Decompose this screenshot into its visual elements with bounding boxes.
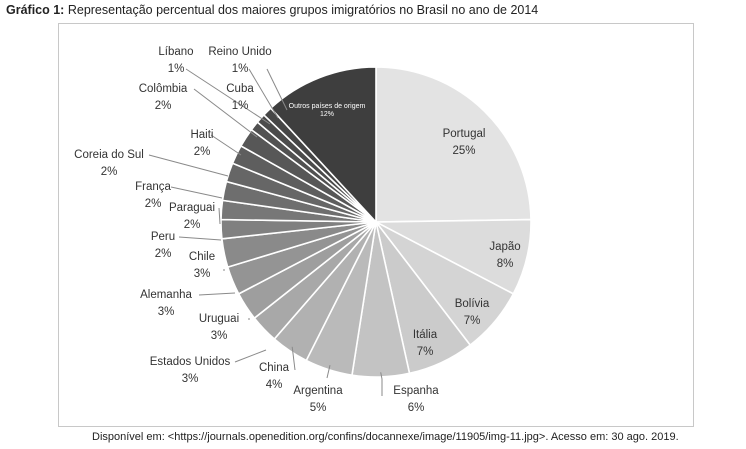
slice-value-chile: 3% [194,268,211,280]
slice-value-estados-unidos: 3% [182,373,199,385]
slice-value-coreia-do-sul: 2% [101,166,118,178]
leader-line-alemanha [198,292,236,296]
slice-value-cuba: 1% [232,100,249,112]
slice-value-portugal: 25% [452,145,475,157]
leader-line-colombia [193,88,258,138]
pie-chart: Portugal 25% Japão 8% Bolívia 7% Itália 7% Espan… [74,46,532,414]
leader-line-china [291,346,296,371]
slice-label-portugal: Portugal [443,128,486,140]
leader-line-haiti [210,134,242,156]
slice-value-peru: 2% [155,248,172,260]
slice-label-haiti: Haiti [190,129,213,141]
caption-prefix: Gráfico 1: [6,3,65,17]
slice-value-espanha: 6% [408,402,425,414]
slice-label-bolivia: Bolívia [455,298,490,310]
chart-frame: Portugal 25% Japão 8% Bolívia 7% Itália 7% Espan… [58,23,694,427]
leader-line-reino-unido [248,68,279,119]
slice-value-reino-unido: 1% [232,63,249,75]
leader-lines [148,68,383,396]
slice-value-argentina: 5% [310,402,327,414]
slice-label-outros-paises-de-origem: Outros países de origem [289,103,366,110]
slice-label-cuba: Cuba [226,83,254,95]
leader-line-cuba [266,68,288,111]
slice-value-japao: 8% [497,258,514,270]
pie-slices [220,66,532,378]
source-note: Disponível em: <https://journals.openedi… [92,431,679,443]
leader-line-libano [185,68,271,125]
slice-label-italia: Itália [413,329,438,341]
slice-label-alemanha: Alemanha [140,289,192,301]
leader-line-estados-unidos [234,349,267,363]
leader-line-franca [170,186,223,199]
slice-label-china: China [259,362,290,374]
slice-value-uruguai: 3% [211,330,228,342]
leader-line-paraguai [218,207,221,225]
slice-value-bolivia: 7% [464,315,481,327]
leader-line-coreia-do-sul [148,154,229,177]
caption-text: Representação percentual dos maiores gru… [67,3,539,17]
slice-label-reino-unido: Reino Unido [208,46,271,58]
pie-slice-portugal [375,66,532,223]
slice-value-paraguai: 2% [184,219,201,231]
slice-labels: Portugal 25% Japão 8% Bolívia 7% Itália 7% Espan… [74,46,521,414]
slice-value-haiti: 2% [194,146,211,158]
slice-label-colombia: Colômbia [139,83,188,95]
slice-value-colombia: 2% [155,100,172,112]
leader-line-espanha [380,372,383,396]
slice-label-franca: França [135,181,171,193]
slice-value-china: 4% [266,379,283,391]
figure-caption: Gráfico 1: Representação percentual dos … [6,3,538,17]
slice-label-espanha: Espanha [393,385,439,397]
slice-value-italia: 7% [417,346,434,358]
slice-label-argentina: Argentina [293,385,343,397]
slice-label-estados-unidos: Estados Unidos [150,356,231,368]
slice-label-japao: Japão [489,241,520,253]
slice-value-libano: 1% [168,63,185,75]
slice-value-alemanha: 3% [158,306,175,318]
slice-value-outros-paises-de-origem: 12% [320,111,334,118]
slice-label-chile: Chile [189,251,215,263]
slice-label-libano: Líbano [158,46,193,58]
leader-line-argentina [326,364,331,379]
leader-line-peru [178,236,222,241]
slice-value-franca: 2% [145,198,162,210]
pie-slice-outros-paises-de-origem [269,66,377,225]
slice-label-peru: Peru [151,231,175,243]
slice-label-uruguai: Uruguai [199,313,239,325]
slice-label-paraguai: Paraguai [169,202,215,214]
slice-label-coreia-do-sul: Coreia do Sul [74,149,144,161]
